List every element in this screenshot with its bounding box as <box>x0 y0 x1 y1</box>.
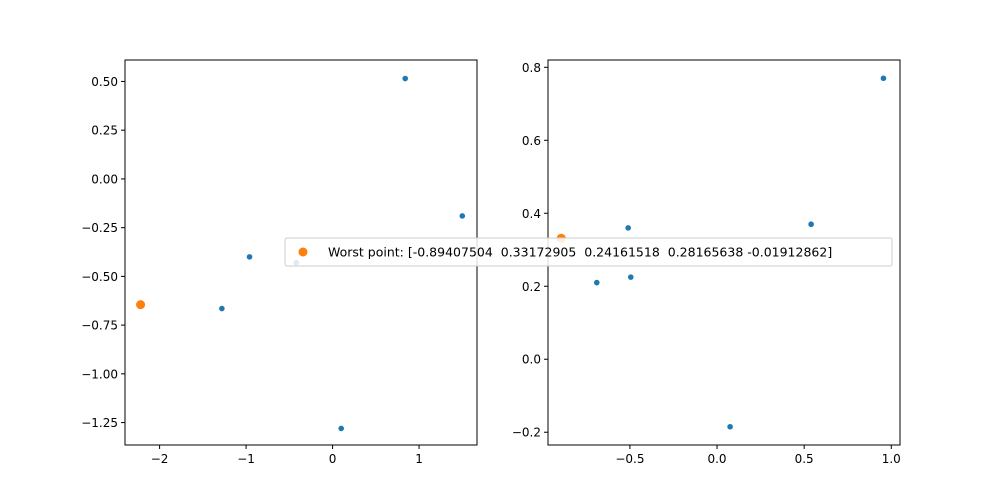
y-tick-label: 0.8 <box>522 61 541 75</box>
data-point <box>593 279 600 286</box>
data-point <box>727 423 733 430</box>
worst-point-marker <box>136 300 146 310</box>
data-point <box>338 425 345 432</box>
y-tick-label: 0.50 <box>91 75 118 89</box>
data-point <box>459 213 466 219</box>
y-tick-label: −0.2 <box>512 426 541 440</box>
y-tick-label: −0.25 <box>81 221 118 235</box>
data-point <box>246 254 253 260</box>
x-tick-label: 0.0 <box>707 452 726 466</box>
y-tick-label: 0.4 <box>522 207 541 221</box>
y-tick-label: −1.00 <box>81 367 118 381</box>
data-point <box>625 225 631 231</box>
y-tick-label: 0.00 <box>91 172 118 186</box>
y-tick-label: 0.0 <box>522 353 541 367</box>
x-tick-label: −0.5 <box>615 452 644 466</box>
left-subplot: −2 −1 0 1 −1.25 −1.00 −0.75 −0.50 −0.25 0.00 0.25 0… <box>81 59 478 466</box>
x-tick-label: 0.5 <box>795 452 814 466</box>
legend-box <box>284 237 893 267</box>
x-tick-label: −2 <box>151 452 169 466</box>
data-point <box>627 274 634 280</box>
x-tick-label: 0 <box>329 452 337 466</box>
data-point <box>402 75 409 82</box>
data-point <box>219 305 225 312</box>
y-tick-label: 0.2 <box>522 280 541 294</box>
legend-marker <box>298 247 308 257</box>
data-point <box>880 75 887 82</box>
y-tick-label: 0.6 <box>522 134 541 148</box>
legend: Worst point: [-0.89407504 0.33172905 0.2… <box>284 237 893 267</box>
x-tick-label: −1 <box>237 452 255 466</box>
x-tick-label: 1 <box>415 452 423 466</box>
y-tick-label: −0.50 <box>81 270 118 284</box>
legend-label: Worst point: [-0.89407504 0.33172905 0.2… <box>328 245 832 260</box>
data-point <box>808 221 814 228</box>
y-tick-label: −0.75 <box>81 319 118 333</box>
y-tick-label: −1.25 <box>81 416 118 430</box>
x-tick-label: 1.0 <box>882 452 901 466</box>
y-tick-label: 0.25 <box>91 124 118 138</box>
